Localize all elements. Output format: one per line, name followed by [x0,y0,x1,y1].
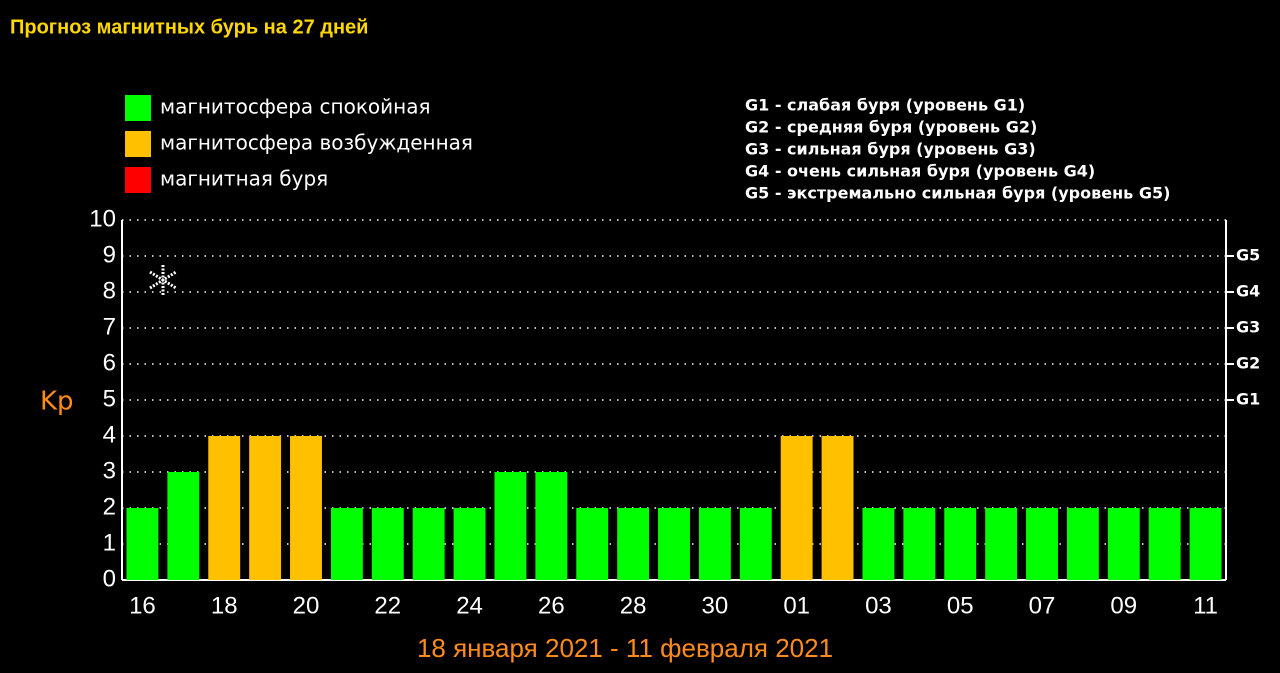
x-tick-label: 09 [1110,592,1137,619]
chart-title: Прогноз магнитных бурь на 27 дней [10,16,368,38]
x-tick-label: 05 [947,592,974,619]
x-tick-label: 24 [456,592,483,619]
y-tick-label: 1 [103,529,116,556]
legend-label: магнитная буря [160,167,328,191]
bar [249,436,282,580]
bar [698,508,731,580]
y-tick-label: 8 [103,277,116,304]
legend-swatch [125,131,151,157]
annotation: G2 - средняя буря (уровень G2) [745,118,1037,137]
bar [453,508,486,580]
bar [494,472,527,580]
bar [576,508,609,580]
x-tick-label: 07 [1029,592,1056,619]
bar [617,508,650,580]
annotation: G1 - слабая буря (уровень G1) [745,96,1025,115]
x-tick-label: 01 [783,592,810,619]
x-tick-label: 30 [702,592,729,619]
bar [1148,508,1181,580]
y2-tick-label: G3 [1236,318,1260,337]
bar [862,508,895,580]
x-tick-label: 26 [538,592,565,619]
x-tick-label: 03 [865,592,892,619]
y-tick-label: 10 [89,205,116,232]
y-axis-label: Kp [40,387,74,417]
y-tick-label: 0 [103,565,116,592]
y-tick-label: 6 [103,349,116,376]
subtitle: 18 января 2021 - 11 февраля 2021 [417,633,833,663]
bar [780,436,813,580]
bar [1026,508,1058,580]
y2-tick-label: G2 [1236,354,1260,373]
bar [1066,508,1099,580]
annotation: G5 - экстремально сильная буря (уровень … [745,184,1170,203]
bar [330,508,363,580]
bar [985,508,1018,580]
x-tick-label: 20 [293,592,320,619]
bar [412,508,445,580]
x-tick-label: 11 [1193,592,1218,619]
bar [944,508,977,580]
bar [739,508,772,580]
bar [535,472,568,580]
bar [821,436,854,580]
bar [208,436,241,580]
y2-tick-label: G1 [1236,390,1260,409]
y-tick-label: 9 [103,241,116,268]
x-tick-label: 28 [620,592,647,619]
bar [1189,508,1222,580]
bar [126,508,159,580]
bar [903,508,936,580]
annotation: G4 - очень сильная буря (уровень G4) [745,162,1095,181]
annotation: G3 - сильная буря (уровень G3) [745,140,1036,159]
legend-label: магнитосфера спокойная [160,95,431,119]
bar [1107,508,1140,580]
snowflake-icon [149,265,177,295]
legend-label: магнитосфера возбужденная [160,131,473,155]
y-tick-label: 7 [103,313,116,340]
y-tick-label: 5 [103,385,116,412]
x-tick-label: 18 [211,592,238,619]
bar [658,508,690,580]
y2-tick-label: G5 [1236,246,1260,265]
y2-tick-label: G4 [1236,282,1260,301]
y-tick-label: 4 [103,421,116,448]
legend-swatch [125,167,151,193]
y-tick-label: 2 [103,493,116,520]
bar [290,436,322,580]
y-tick-label: 3 [103,457,116,484]
legend-swatch [125,95,151,121]
bar [371,508,404,580]
x-tick-label: 16 [129,592,156,619]
x-tick-label: 22 [374,592,401,619]
bar [167,472,200,580]
